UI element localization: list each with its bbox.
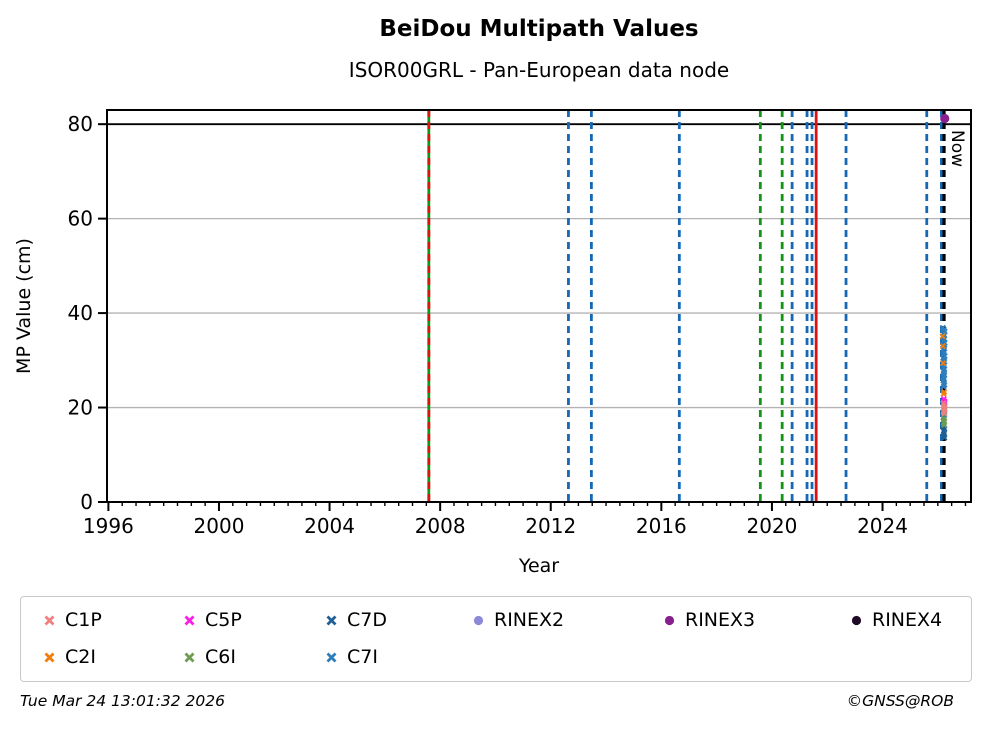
y-tick-label: 40 <box>68 301 93 325</box>
legend-label: C7D <box>347 609 387 631</box>
x-tick-label: 2008 <box>415 514 466 538</box>
legend-item-C7I: C7I <box>325 645 378 669</box>
x-axis-label: Year <box>518 555 559 577</box>
x-marker-icon <box>184 615 195 625</box>
x-tick-label: 1996 <box>83 514 134 538</box>
y-tick-label: 80 <box>68 112 93 136</box>
now-label: Now <box>947 130 967 167</box>
legend-item-C6I: C6I <box>183 645 236 669</box>
scatter-point-C7D <box>941 434 948 441</box>
x-marker-icon <box>326 615 337 625</box>
legend-label: C1P <box>65 609 102 631</box>
x-tick-label: 2000 <box>194 514 245 538</box>
legend-item-RINEX2: RINEX2 <box>472 608 564 632</box>
legend-item-RINEX4: RINEX4 <box>850 608 942 632</box>
legend-item-C1P: C1P <box>43 608 102 632</box>
legend-label: C2I <box>65 646 96 668</box>
y-tick-label: 0 <box>80 490 93 514</box>
x-tick-label: 2024 <box>857 514 908 538</box>
legend-item-RINEX3: RINEX3 <box>663 608 755 632</box>
legend-label: RINEX3 <box>685 609 756 631</box>
x-tick-label: 2020 <box>746 514 797 538</box>
x-tick-label: 2012 <box>525 514 576 538</box>
circle-marker-icon <box>851 615 862 625</box>
page-subtitle: ISOR00GRL - Pan-European data node <box>348 58 730 82</box>
plot-timestamp: Tue Mar 24 13:01:32 2026 <box>20 692 226 710</box>
legend-item-C7D: C7D <box>325 608 387 632</box>
legend-label: C6I <box>205 646 236 668</box>
x-tick-label: 2016 <box>636 514 687 538</box>
multipath-chart: 1996 2000 2004 2008 2012 2016 2020 2024 0 20 40 60 8… <box>13 109 972 577</box>
legend-label: RINEX4 <box>872 609 943 631</box>
x-tick-label: 2004 <box>304 514 355 538</box>
legend-label: RINEX2 <box>494 609 565 631</box>
x-marker-icon <box>44 615 55 625</box>
y-tick-label: 60 <box>68 207 93 231</box>
circle-marker-icon <box>473 615 484 625</box>
circle-marker-icon <box>664 615 675 625</box>
scatter-point-C1P <box>941 410 948 417</box>
scatter-point-C2I <box>940 390 947 397</box>
chart-legend: C1P C2I C5P C6I C7D C7I RINEX2 RINEX3 RINEX4 <box>20 596 972 682</box>
legend-item-C2I: C2I <box>43 645 96 669</box>
scatter-point-RINEX3 <box>940 113 950 124</box>
legend-label: C7I <box>347 646 378 668</box>
scatter-point-C6I <box>941 421 948 429</box>
plot-frame <box>106 109 972 503</box>
y-tick-label: 20 <box>68 396 93 420</box>
legend-label: C5P <box>205 609 242 631</box>
scatter-point-C2I <box>939 343 946 350</box>
x-marker-icon <box>184 652 195 662</box>
y-axis-label: MP Value (cm) <box>13 238 35 374</box>
x-marker-icon <box>44 652 55 662</box>
scatter-point-C2I <box>940 360 947 367</box>
scatter-point-C7I <box>940 383 947 390</box>
copyright-label: ©GNSS@ROB <box>846 692 954 710</box>
legend-item-C5P: C5P <box>183 608 242 632</box>
scatter-point-C2I <box>939 333 946 340</box>
page-title: BeiDou Multipath Values <box>379 16 699 42</box>
x-marker-icon <box>326 652 337 662</box>
